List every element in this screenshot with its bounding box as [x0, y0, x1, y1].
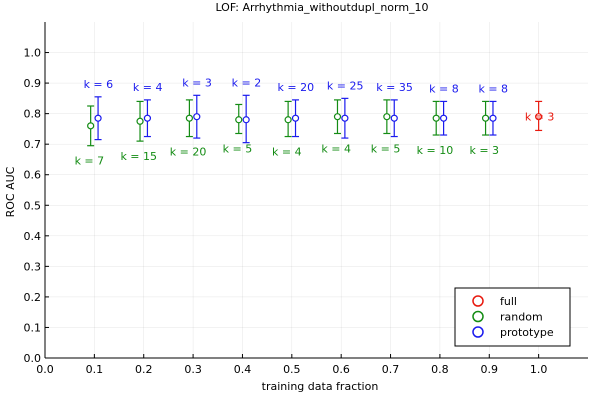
- x-axis-title: training data fraction: [262, 380, 379, 393]
- random-point: [432, 114, 440, 122]
- y-tick-label: 0.0: [24, 352, 42, 365]
- random-point: [136, 117, 144, 125]
- prototype-k-label: k = 6: [84, 78, 114, 91]
- x-tick-label: 0.3: [184, 363, 202, 376]
- prototype-k-label: k = 2: [232, 76, 262, 89]
- full-k-label: k = 3: [525, 111, 555, 124]
- prototype-point: [193, 113, 201, 121]
- random-point: [235, 116, 243, 124]
- random-legend-label: random: [500, 311, 543, 324]
- prototype-k-label: k = 4: [133, 81, 163, 94]
- prototype-legend-marker: [472, 326, 484, 338]
- random-k-label: k = 7: [75, 155, 105, 168]
- random-k-label: k = 3: [469, 144, 499, 157]
- random-point: [87, 122, 95, 130]
- full-legend-marker: [472, 295, 484, 307]
- y-axis-title: ROC AUC: [4, 166, 17, 217]
- prototype-k-label: k = 8: [429, 82, 459, 95]
- prototype-point: [489, 114, 497, 122]
- x-tick-label: 0.6: [332, 363, 350, 376]
- prototype-point: [143, 114, 152, 122]
- prototype-k-label: k = 25: [327, 79, 364, 92]
- x-tick-label: 0.1: [86, 363, 104, 376]
- prototype-point: [242, 116, 250, 124]
- prototype-k-label: k = 3: [182, 76, 212, 89]
- data-marks: k = 3 k = 7 k = 15 k = 20 k = 5 k = 4 k = 4 k =…: [75, 76, 555, 167]
- random-point: [333, 113, 342, 121]
- x-tick-labels: 0.0 0.1 0.2 0.3 0.4 0.5 0.6 0.7 0.8 0.9 1.0: [36, 363, 547, 376]
- x-tick-label: 1.0: [530, 363, 548, 376]
- x-tick-label: 0.7: [382, 363, 400, 376]
- prototype-point: [390, 114, 398, 122]
- prototype-k-label: k = 20: [278, 81, 315, 94]
- random-point: [284, 116, 292, 124]
- random-k-label: k = 5: [371, 142, 401, 155]
- y-tick-label: 0.7: [24, 138, 42, 151]
- prototype-point: [94, 114, 102, 122]
- y-tick-labels: 0.0 0.1 0.2 0.3 0.4 0.5 0.6 0.7 0.8 0.9 1.0: [24, 47, 42, 365]
- chart-title: LOF: Arrhythmia_withoutdupl_norm_10: [215, 1, 428, 14]
- y-tick-label: 0.5: [24, 199, 42, 212]
- random-k-label: k = 10: [417, 144, 454, 157]
- plot-axes: [44, 22, 588, 359]
- prototype-legend-label: prototype: [500, 326, 554, 339]
- y-tick-label: 0.6: [24, 169, 42, 182]
- full-legend-label: full: [500, 295, 517, 308]
- y-tick-label: 0.9: [24, 77, 42, 90]
- full-point: [535, 113, 543, 121]
- random-k-label: k = 5: [223, 142, 253, 155]
- prototype-point: [341, 114, 349, 122]
- prototype-point: [291, 114, 300, 122]
- x-tick-label: 0.0: [36, 363, 54, 376]
- random-point: [481, 114, 490, 122]
- y-tick-label: 0.1: [24, 321, 42, 334]
- random-k-label: k = 20: [170, 146, 207, 159]
- x-tick-label: 0.8: [431, 363, 449, 376]
- random-point: [383, 113, 391, 121]
- y-tick-label: 0.8: [24, 108, 42, 121]
- y-tick-label: 0.2: [24, 291, 42, 304]
- random-legend-marker: [472, 310, 484, 323]
- x-tick-label: 0.9: [481, 363, 499, 376]
- prototype-k-label: k = 8: [478, 82, 508, 95]
- prototype-point: [440, 114, 448, 122]
- y-tick-label: 0.3: [24, 260, 42, 273]
- random-k-label: k = 4: [272, 146, 302, 159]
- x-tick-label: 0.2: [135, 363, 153, 376]
- legend: full random prototype: [454, 287, 571, 347]
- prototype-k-label: k = 35: [376, 81, 413, 94]
- random-k-label: k = 4: [321, 142, 351, 155]
- y-tick-label: 0.4: [24, 230, 42, 243]
- random-point: [185, 114, 193, 122]
- random-k-label: k = 15: [120, 150, 157, 163]
- x-tick-label: 0.5: [283, 363, 301, 376]
- y-tick-label: 1.0: [24, 47, 42, 60]
- x-tick-label: 0.4: [234, 363, 252, 376]
